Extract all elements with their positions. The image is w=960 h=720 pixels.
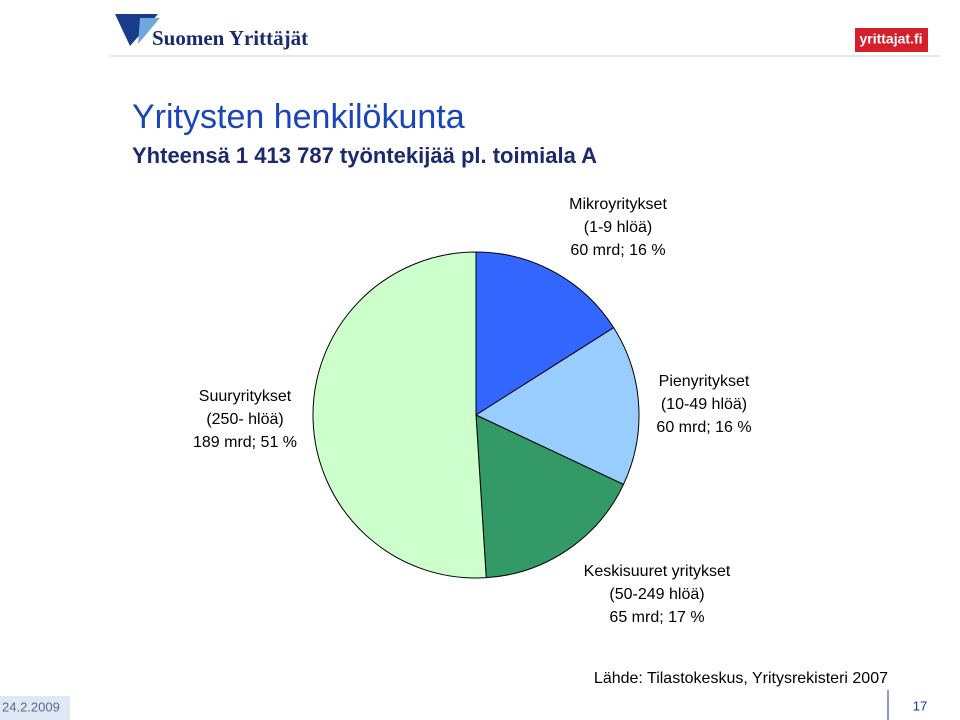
slice-label: 60 mrd; 16 % bbox=[570, 242, 665, 259]
footer-date: 24.2.2009 bbox=[2, 699, 60, 714]
slice-label: (1-9 hlöä) bbox=[584, 219, 652, 236]
chart-subtitle: Yhteensä 1 413 787 työntekijää pl. toimi… bbox=[132, 143, 597, 168]
slice-label: (250- hlöä) bbox=[206, 411, 283, 428]
site-text: yrittajat.fi bbox=[859, 31, 922, 47]
slice-label: 65 mrd; 17 % bbox=[609, 609, 704, 626]
logo-mark bbox=[115, 14, 160, 46]
pie-slice bbox=[475, 251, 615, 416]
slice-label: 189 mrd; 51 % bbox=[193, 434, 297, 451]
pie-slice bbox=[474, 326, 640, 486]
slice-label: Mikroyritykset bbox=[569, 196, 667, 213]
slice-label: (10-49 hlöä) bbox=[661, 396, 747, 413]
source: Lähde: Tilastokeskus, Yritysrekisteri 20… bbox=[594, 670, 888, 687]
slice-label: Suuryritykset bbox=[199, 388, 292, 405]
slice-label: (50-249 hlöä) bbox=[609, 586, 704, 603]
pie-slice bbox=[312, 251, 487, 579]
slice-label: 60 mrd; 16 % bbox=[656, 419, 751, 436]
site-badge bbox=[855, 28, 928, 52]
page-number: 17 bbox=[913, 698, 927, 713]
pie-slice bbox=[475, 414, 625, 579]
logo-text: Suomen Yrittäjät bbox=[152, 26, 308, 50]
slice-label: Pienyritykset bbox=[659, 373, 750, 390]
chart-title: Yritysten henkilökunta bbox=[132, 98, 465, 136]
footer-band bbox=[0, 696, 70, 720]
slice-label: Keskisuuret yritykset bbox=[584, 563, 731, 580]
